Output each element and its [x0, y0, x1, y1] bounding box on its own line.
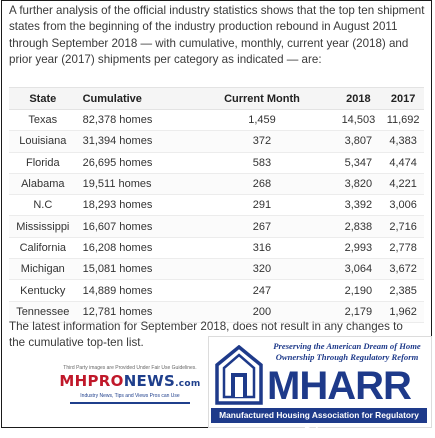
cell-current-month: 316: [189, 237, 335, 260]
cell-cumulative: 82,378 homes: [76, 109, 190, 132]
cell-current-month: 291: [189, 194, 335, 217]
header-2017: 2017: [382, 87, 424, 110]
cell-2017: 3,672: [382, 258, 424, 281]
cell-state: Florida: [9, 152, 77, 174]
mhpronews-wordmark-blue: NEWS: [123, 372, 176, 390]
cell-current-month: 267: [189, 215, 335, 238]
closing-paragraph: The latest information for September 201…: [9, 320, 403, 350]
mhpronews-wordmark-red: MHPRO: [59, 372, 124, 390]
cell-state: Texas: [9, 109, 77, 132]
cell-2017: 3,006: [382, 194, 424, 217]
header-2018: 2018: [334, 87, 383, 110]
cell-current-month: 268: [189, 173, 335, 196]
mharr-wordmark: MHARR: [267, 364, 412, 408]
header-state: State: [9, 87, 77, 110]
cell-2018: 3,392: [334, 194, 383, 217]
mhpronews-underline: [70, 402, 190, 404]
cell-2017: 11,692: [382, 109, 424, 132]
table-row: Mississippi 16,607 homes 267 2,838 2,716: [9, 215, 424, 238]
mharr-tagline: Preserving the American Dream of Home Ow…: [273, 341, 421, 362]
cell-2018: 2,179: [334, 301, 383, 323]
mhpronews-logo: Third Party images are Provided Under Fa…: [56, 365, 204, 415]
cell-current-month: 372: [189, 130, 335, 153]
cell-cumulative: 31,394 homes: [76, 130, 190, 153]
cell-2018: 3,820: [334, 173, 383, 196]
cell-state: California: [9, 237, 77, 260]
shipments-table: State Cumulative Current Month 2018 2017…: [9, 87, 424, 323]
cell-state: Louisiana: [9, 130, 77, 153]
mhpronews-wordmark-suffix: .com: [175, 379, 201, 389]
fair-use-notice: Third Party images are Provided Under Fa…: [63, 365, 197, 371]
cell-2018: 2,993: [334, 237, 383, 260]
header-current-month: Current Month: [189, 87, 335, 110]
cell-2017: 4,221: [382, 173, 424, 196]
table-row: Alabama 19,511 homes 268 3,820 4,221: [9, 173, 424, 196]
cell-2017: 2,778: [382, 237, 424, 260]
cell-state: N.C: [9, 194, 77, 217]
cell-state: Alabama: [9, 173, 77, 196]
cell-current-month: 320: [189, 258, 335, 281]
cell-state: Kentucky: [9, 279, 77, 302]
mhpronews-tagline: Industry News, Tips and Views Pros can U…: [80, 393, 180, 399]
cell-current-month: 583: [189, 152, 335, 174]
cell-cumulative: 14,889 homes: [76, 279, 190, 302]
cell-2018: 2,190: [334, 279, 383, 302]
cell-2018: 3,807: [334, 130, 383, 153]
table-row: California 16,208 homes 316 2,993 2,778: [9, 237, 424, 260]
table-row: Louisiana 31,394 homes 372 3,807 4,383: [9, 130, 424, 153]
table-row: N.C 18,293 homes 291 3,392 3,006: [9, 194, 424, 217]
cell-2017: 2,716: [382, 215, 424, 238]
cell-2017: 1,962: [382, 301, 424, 323]
cell-cumulative: 16,208 homes: [76, 237, 190, 260]
cell-current-month: 247: [189, 279, 335, 302]
cell-2017: 4,383: [382, 130, 424, 153]
cell-cumulative: 19,511 homes: [76, 173, 190, 196]
table-row: Michigan 15,081 homes 320 3,064 3,672: [9, 258, 424, 281]
table-row: Texas 82,378 homes 1,459 14,503 11,692: [9, 109, 424, 132]
cell-current-month: 200: [189, 301, 335, 323]
table-header-row: State Cumulative Current Month 2018 2017: [9, 87, 424, 110]
header-cumulative: Cumulative: [76, 87, 190, 110]
table-row: Kentucky 14,889 homes 247 2,190 2,385: [9, 279, 424, 302]
house-icon: [215, 345, 263, 405]
table-row: Tennessee 12,781 homes 200 2,179 1,962: [9, 301, 424, 323]
cell-2018: 2,838: [334, 215, 383, 238]
cell-2018: 14,503: [334, 109, 383, 132]
intro-paragraph: A further analysis of the official indus…: [9, 4, 425, 67]
cell-2017: 4,474: [382, 152, 424, 174]
cell-state: Michigan: [9, 258, 77, 281]
table-row: Florida 26,695 homes 583 5,347 4,474: [9, 152, 424, 174]
cell-cumulative: 16,607 homes: [76, 215, 190, 238]
cell-state: Tennessee: [9, 301, 77, 323]
cell-state: Mississippi: [9, 215, 77, 238]
mhpronews-wordmark: MHPRONEWS.com: [56, 372, 204, 393]
cell-2018: 3,064: [334, 258, 383, 281]
cell-current-month: 1,459: [189, 109, 335, 132]
mharr-logo: Preserving the American Dream of Home Ow…: [208, 336, 432, 435]
cell-cumulative: 15,081 homes: [76, 258, 190, 281]
cell-2017: 2,385: [382, 279, 424, 302]
cell-cumulative: 26,695 homes: [76, 152, 190, 174]
cell-cumulative: 18,293 homes: [76, 194, 190, 217]
cell-2018: 5,347: [334, 152, 383, 174]
cell-cumulative: 12,781 homes: [76, 301, 190, 323]
mharr-full-name: Manufactured Housing Association for Reg…: [211, 408, 427, 435]
